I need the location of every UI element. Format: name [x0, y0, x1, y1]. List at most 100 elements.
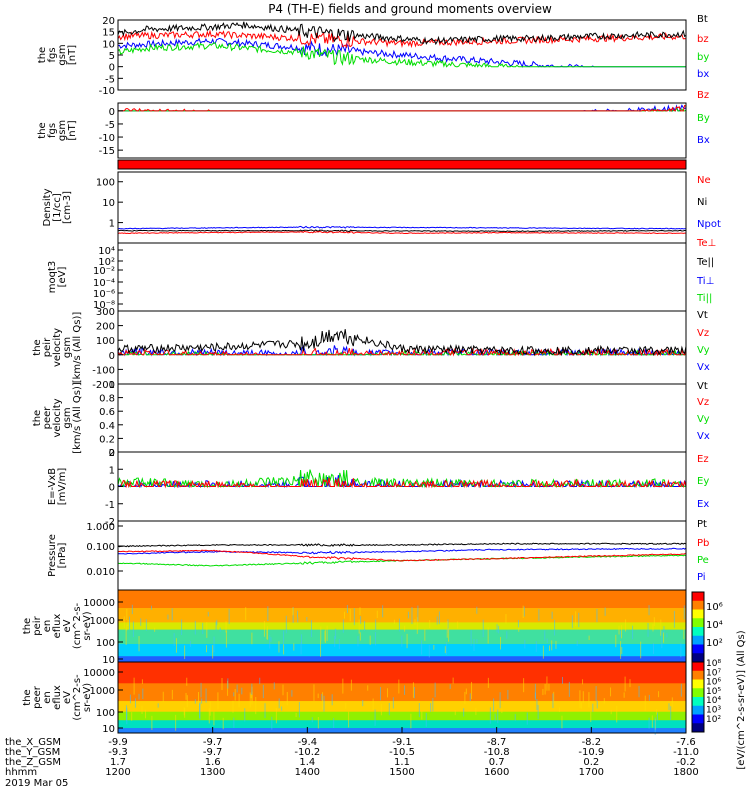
legend-Te||: Te|| — [696, 257, 714, 268]
y-tick-label: 1 — [109, 465, 115, 476]
panel-pressure: 1.000 0.100 0.010 Pressure[nPa] Pt Pb Pe Pi — [47, 519, 709, 591]
y-axis-label-line: en — [42, 620, 53, 633]
y-axis-label-line: the — [37, 47, 48, 63]
y-axis-label-line: the — [22, 618, 33, 634]
colorbar-tick-label: 10⁵ — [706, 687, 721, 697]
legend-Ti⊥: Ti⊥ — [696, 276, 714, 287]
y-tick-label: 10000 — [83, 598, 115, 609]
x-axis-row-value: 1.6 — [205, 757, 221, 768]
y-axis-label-line: [km/s (All Qs)] — [72, 382, 83, 454]
y-tick-label: -100 — [92, 365, 115, 376]
x-axis-row-value: 1200 — [105, 767, 130, 778]
colorbar-segment — [692, 600, 704, 610]
legend-Ne: Ne — [697, 175, 711, 186]
panel-frame — [117, 383, 687, 453]
series-line-Vt — [117, 329, 687, 357]
x-axis-row-value: 0.2 — [583, 757, 599, 768]
y-axis-label-line: peer — [42, 406, 53, 430]
y-axis-label-line: velocity — [52, 328, 63, 367]
colorbar-segment — [692, 592, 704, 602]
x-axis-row-value: -7.6 — [676, 737, 696, 748]
x-axis-row-value: 1300 — [200, 767, 225, 778]
y-axis-label-line: fgs — [47, 123, 58, 138]
y-tick-label: 20 — [102, 16, 115, 27]
legend-Vy: Vy — [697, 414, 710, 425]
y-axis-label-line: E=-VxB — [47, 468, 58, 505]
series-line-by — [117, 42, 686, 69]
colorbar-tick-label: 10⁶ — [706, 678, 721, 688]
y-tick-label: 0.4 — [99, 421, 115, 432]
x-axis: the_X_GSM -9.9 -9.7 -9.4 -9.1 -8.7 -8.2 -7.6 the… — [5, 727, 699, 789]
y-axis-label-line: gsm — [57, 44, 68, 65]
y-axis-label-line: peir — [32, 615, 43, 635]
spectrogram-band — [118, 683, 686, 702]
legend-Vt: Vt — [697, 310, 708, 321]
series-line-bz — [117, 29, 687, 49]
y-axis-label-line: moqt3 — [47, 261, 58, 294]
y-axis-label-line: [cm-3] — [62, 191, 73, 224]
y-axis-label-line: peir — [42, 337, 53, 357]
x-axis-row-value: 1.1 — [394, 757, 410, 768]
panel-peir_velocity: -200 -100 0 100 200 300 thepeirvelocitygsm[km/… — [32, 307, 710, 391]
y-axis-label-line: eflux — [52, 614, 63, 639]
status-bar — [118, 160, 686, 169]
y-tick-label: 100 — [96, 178, 115, 189]
y-tick-label: 1 — [109, 219, 115, 230]
series-line-Pb — [117, 549, 687, 562]
x-axis-row-value: -9.7 — [203, 737, 223, 748]
x-axis-row-value: 1600 — [484, 767, 509, 778]
legend-Vt: Vt — [697, 381, 708, 392]
x-axis-row-name: hhmm — [5, 767, 37, 778]
legend-Ni: Ni — [697, 197, 707, 208]
x-axis-row-value: -10.2 — [294, 747, 320, 758]
x-axis-row-value: -8.2 — [582, 737, 602, 748]
x-axis-row-value: -9.4 — [298, 737, 318, 748]
y-axis-label-line: en — [42, 691, 53, 704]
series-line-Bx — [118, 104, 687, 113]
y-tick-label: 10⁴ — [98, 246, 115, 257]
x-axis-date: 2019 Mar 05 — [5, 778, 68, 789]
x-axis-row-value: -0.2 — [676, 757, 696, 768]
y-axis-label-line: [km/s (All Qs)] — [72, 312, 83, 384]
y-tick-label: 5 — [109, 51, 115, 62]
y-tick-label: 1000 — [90, 686, 115, 697]
colorbar-tick-label: 10⁴ — [706, 696, 721, 706]
y-tick-label: -15 — [99, 146, 115, 157]
y-tick-label: 10⁻⁴ — [93, 278, 115, 289]
colorbar-segment — [692, 714, 704, 724]
y-axis-label-line: [mV/m] — [57, 468, 68, 506]
y-tick-label: 10 — [102, 724, 115, 735]
y-axis-label: thefgsgsm[nT] — [37, 44, 78, 65]
legend-bx: bx — [697, 69, 709, 80]
y-tick-label: 10000 — [83, 668, 115, 679]
y-tick-label: 1 — [109, 380, 115, 391]
y-axis-label-line: gsm — [62, 337, 73, 358]
y-tick-label: 0 — [109, 351, 115, 362]
y-axis-label-line: the — [22, 689, 33, 705]
legend-Vx: Vx — [697, 362, 710, 373]
y-tick-label: 2 — [109, 448, 115, 459]
series-line-Pt — [117, 542, 687, 548]
y-axis-label-line: sr-eV) — [82, 683, 93, 712]
y-axis-label: E=-VxB[mV/m] — [47, 468, 68, 506]
legend-Vy: Vy — [697, 345, 710, 356]
colorbar-tick-label: 10³ — [706, 706, 721, 716]
panel-peir_spec: 10000 1000 100 10 thepeirenefluxeV(cm^2-s-sr… — [22, 589, 687, 666]
panel-frame — [117, 19, 687, 91]
y-axis-label: Pressure[nPa] — [47, 534, 68, 577]
y-axis-label-line: the — [32, 339, 43, 355]
colorbar-tick-label: 10⁸ — [706, 659, 721, 669]
y-axis-label: thepeirvelocitygsm[km/s (All Qs)] — [32, 312, 83, 384]
y-tick-label: -10 — [99, 86, 115, 97]
y-tick-label: 100 — [96, 708, 115, 719]
panel-frame — [117, 102, 687, 159]
legend-Pi: Pi — [697, 572, 706, 583]
series-line-Bz — [118, 104, 687, 112]
y-tick-label: 15 — [102, 28, 115, 39]
x-axis-row-value: -9.7 — [203, 747, 223, 758]
x-axis-row-value: 1500 — [389, 767, 414, 778]
y-tick-label: -2 — [105, 517, 115, 528]
